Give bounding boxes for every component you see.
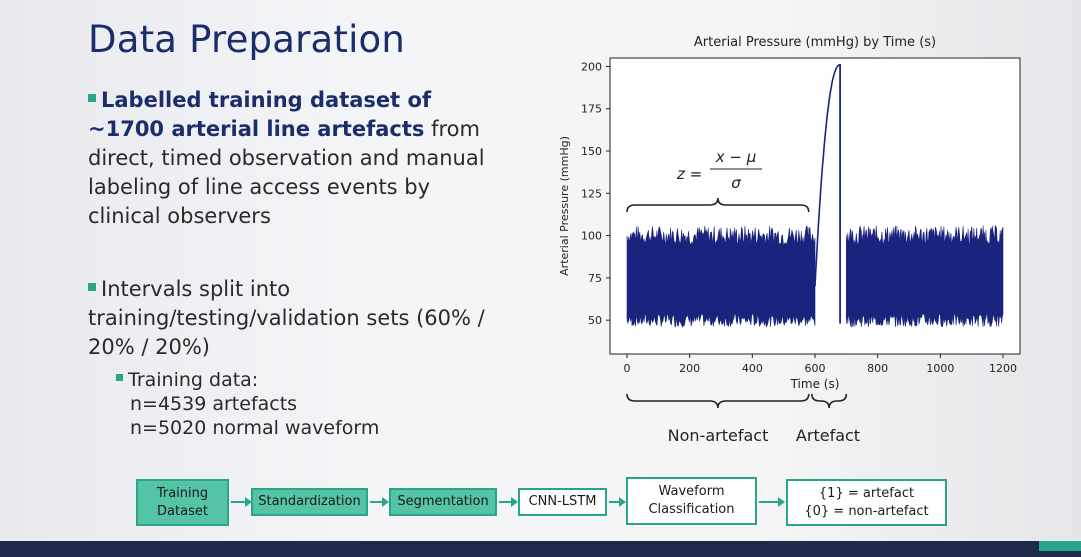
x-tick-label: 800 — [867, 362, 888, 375]
bullet-training-data: Training data: n=4539 artefacts n=5020 n… — [116, 368, 416, 440]
slide: Data Preparation Labelled training datas… — [0, 0, 1081, 545]
y-tick-label: 125 — [581, 187, 602, 200]
brace-normal-bottom — [626, 393, 810, 409]
pressure-chart: Arterial Pressure (mmHg) by Time (s) 50 7… — [558, 35, 1021, 445]
y-tick-label: 175 — [581, 103, 602, 116]
bullet-square-icon — [88, 94, 96, 102]
pipeline-output: {1} = artefact {0} = non-artefact — [786, 479, 947, 526]
non-artefact-label: Non-artefact — [668, 426, 769, 445]
x-tick-label: 0 — [624, 362, 631, 375]
pipeline-step-cnn-lstm: CNN-LSTM — [518, 488, 607, 516]
output-non-artefact-label: {0} = non-artefact — [804, 503, 929, 519]
y-axis: 50 75 100 125 150 175 200 — [581, 60, 610, 327]
arrow-icon — [499, 497, 518, 507]
pipeline-step-waveform-classification: Waveform Classification — [626, 477, 757, 525]
bullet-dataset-bold: Labelled training dataset of ~1700 arter… — [88, 88, 432, 141]
pipeline-step-label: Waveform Classification — [648, 484, 735, 517]
slide-footer-accent — [1039, 541, 1081, 551]
x-tick-label: 600 — [805, 362, 826, 375]
bullet-square-icon — [88, 283, 96, 291]
pipeline-step-label: Segmentation — [397, 494, 489, 509]
chart-title: Arterial Pressure (mmHg) by Time (s) — [694, 35, 936, 50]
brace-artefact-bottom — [811, 393, 848, 409]
y-axis-label: Arterial Pressure (mmHg) — [558, 136, 571, 276]
formula-denominator: σ — [731, 174, 741, 192]
waveform-band — [846, 224, 1004, 328]
slide-title: Data Preparation — [88, 18, 406, 61]
x-axis: 0 200 400 600 800 1000 1200 — [624, 354, 1017, 375]
slide-footer-bar — [0, 541, 1081, 557]
pipeline-step-standardization: Standardization — [251, 488, 368, 516]
x-axis-label: Time (s) — [790, 377, 840, 391]
pipeline-step-label: CNN-LSTM — [528, 494, 597, 509]
y-tick-label: 200 — [581, 60, 602, 73]
arrow-icon — [759, 497, 785, 507]
x-tick-label: 1200 — [989, 362, 1017, 375]
pipeline-step-training-dataset: Training Dataset — [136, 479, 229, 526]
bullet-intervals-text: Intervals split into training/testing/va… — [88, 277, 485, 359]
annotation-braces — [626, 197, 848, 409]
x-tick-label: 200 — [679, 362, 700, 375]
training-normal-count: n=5020 normal waveform — [130, 417, 380, 439]
x-tick-label: 1000 — [926, 362, 954, 375]
pipeline-step-label: Standardization — [258, 494, 361, 509]
bullet-dataset-rest: from direct, timed observation and manua… — [88, 117, 485, 228]
artefact-spike — [814, 63, 841, 324]
waveform-band — [626, 225, 816, 328]
output-artefact-label: {1} = artefact — [818, 485, 915, 501]
arrow-icon — [609, 497, 626, 507]
pipeline-step-segmentation: Segmentation — [389, 488, 497, 516]
formula-numerator: x − μ — [715, 148, 757, 166]
arrow-icon — [370, 497, 389, 507]
formula-lhs: z = — [676, 165, 702, 183]
bullet-square-icon — [116, 374, 123, 381]
bullet-dataset: Labelled training dataset of ~1700 arter… — [88, 86, 508, 231]
training-artefacts-count: n=4539 artefacts — [130, 393, 298, 415]
artefact-label: Artefact — [796, 426, 860, 445]
bullet-intervals: Intervals split into training/testing/va… — [88, 275, 508, 362]
waveform-group — [626, 63, 1004, 328]
y-tick-label: 75 — [588, 272, 602, 285]
arrow-icon — [231, 497, 252, 507]
brace-normal-top — [626, 197, 810, 213]
pipeline-step-label: Training Dataset — [156, 485, 209, 519]
y-tick-label: 50 — [588, 314, 602, 327]
training-data-label: Training data: — [128, 369, 259, 391]
y-tick-label: 100 — [581, 230, 602, 243]
y-tick-label: 150 — [581, 145, 602, 158]
x-tick-label: 400 — [742, 362, 763, 375]
